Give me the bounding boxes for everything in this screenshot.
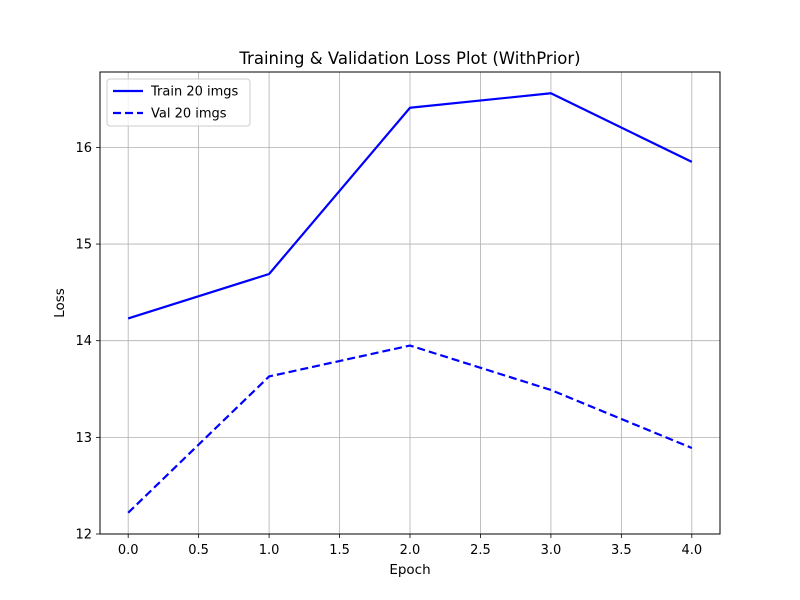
x-tick-label: 3.0 (541, 543, 562, 558)
chart-title: Training & Validation Loss Plot (WithPri… (238, 49, 580, 68)
legend-label: Train 20 imgs (150, 85, 239, 100)
legend-label: Val 20 imgs (151, 107, 227, 122)
x-tick-label: 2.5 (470, 543, 491, 558)
y-tick-label: 12 (75, 528, 92, 543)
y-axis-label: Loss (52, 288, 68, 318)
legend: Train 20 imgs Val 20 imgs (106, 78, 251, 127)
x-tick-label: 3.5 (611, 543, 632, 558)
x-tick-label: 0.5 (188, 543, 209, 558)
x-tick-label: 0.0 (118, 543, 139, 558)
x-tick-label: 1.5 (329, 543, 350, 558)
x-tick-label: 4.0 (681, 543, 702, 558)
y-tick-label: 14 (75, 334, 92, 349)
y-tick-label: 16 (75, 141, 92, 156)
x-axis-label: Epoch (389, 562, 430, 578)
x-tick-label: 1.0 (259, 543, 280, 558)
y-tick-label: 13 (75, 431, 92, 446)
y-tick-label: 15 (75, 238, 92, 253)
axis-ticks: 0.0 0.5 1.0 1.5 2.0 2.5 3.0 3.5 4.0 12 13 14 15 16 (75, 141, 702, 558)
series-lines (127, 92, 693, 514)
x-tick-label: 2.0 (400, 543, 421, 558)
